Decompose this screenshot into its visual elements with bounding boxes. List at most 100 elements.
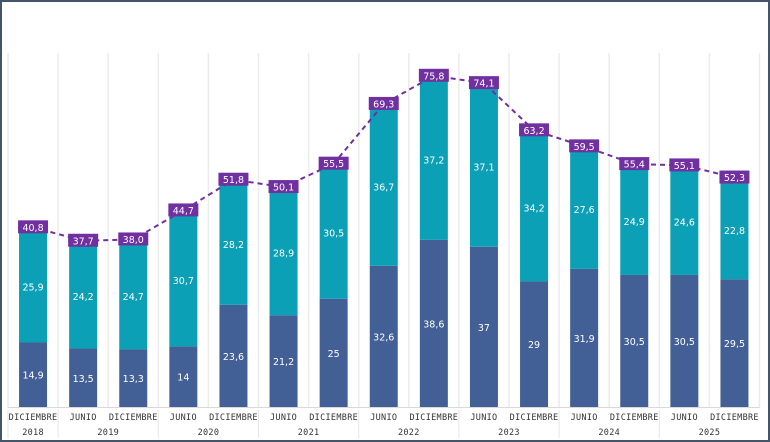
data-label-top: 28,2 [223, 240, 244, 251]
x-tick-label-period: DICIEMBRE [610, 413, 659, 423]
total-label-box [669, 158, 700, 172]
data-label-top: 24,9 [624, 217, 645, 228]
data-label-bottom: 30,5 [674, 337, 695, 348]
x-tick-label-year: 2019 [97, 428, 119, 438]
x-tick-label-year: 2023 [498, 428, 520, 438]
data-label-top: 37,2 [423, 155, 444, 166]
data-label-top: 30,5 [323, 229, 344, 240]
x-tick-label-year: 2022 [398, 428, 420, 438]
bar-segment-bottom [169, 346, 198, 407]
x-tick-label-period: JUNIO [370, 413, 397, 423]
x-tick-label-period: JUNIO [470, 413, 497, 423]
bar-segment-top [69, 243, 98, 349]
x-tick-label-period: DICIEMBRE [710, 413, 759, 423]
data-label-top: 28,9 [273, 249, 294, 260]
x-tick-label-period: DICIEMBRE [309, 413, 358, 423]
bar-segment-top [269, 190, 298, 316]
bar-segment-bottom [319, 298, 348, 407]
total-label: 55,1 [674, 161, 695, 172]
total-label-box [519, 123, 550, 137]
data-label-bottom: 23,6 [223, 352, 244, 363]
total-label-box [68, 233, 99, 247]
x-tick-label-year: 2020 [198, 428, 220, 438]
data-label-bottom: 14,9 [22, 371, 43, 382]
total-label: 44,7 [173, 206, 194, 217]
bar-segment-top [119, 242, 148, 350]
total-label: 69,3 [373, 99, 394, 110]
x-tick-label-period: DICIEMBRE [109, 413, 158, 423]
data-label-top: 24,2 [73, 292, 94, 303]
total-label: 40,8 [22, 223, 43, 234]
bar-segment-top [169, 213, 198, 347]
data-label-bottom: 13,3 [123, 374, 144, 385]
bar-segment-bottom [419, 239, 448, 407]
data-label-top: 22,8 [724, 226, 745, 237]
total-label-box [368, 96, 399, 110]
x-tick-label-year: 2024 [598, 428, 620, 438]
x-tick-label-period: DICIEMBRE [209, 413, 258, 423]
total-label-box [719, 170, 750, 184]
x-tick-label-period: DICIEMBRE [9, 413, 58, 423]
bar-segment-top [620, 167, 649, 275]
bar-segment-top [469, 86, 498, 247]
total-label-box [619, 157, 650, 171]
data-label-bottom: 37 [478, 323, 490, 334]
data-label-bottom: 29 [528, 340, 540, 351]
total-label-box [218, 172, 249, 186]
total-label: 74,1 [473, 79, 494, 90]
bar-segment-top [319, 166, 348, 299]
data-label-top: 24,7 [123, 292, 144, 303]
data-label-bottom: 29,5 [724, 339, 745, 350]
total-line [32, 74, 735, 242]
bar-segment-bottom [269, 315, 298, 407]
x-tick-label-year: 2025 [699, 428, 721, 438]
bar-segment-top [570, 149, 599, 269]
x-tick-label-period: JUNIO [170, 413, 197, 423]
data-label-top: 24,6 [674, 218, 695, 229]
bar-segment-bottom [620, 274, 649, 407]
total-label-box [569, 139, 600, 153]
data-label-top: 34,2 [523, 203, 544, 214]
x-tick-label-year: 2021 [298, 428, 320, 438]
x-tick-label-period: JUNIO [571, 413, 598, 423]
total-label-box [118, 232, 149, 246]
total-label-box [468, 76, 499, 90]
bar-segment-top [720, 180, 749, 280]
total-label: 38,0 [123, 235, 144, 246]
total-label: 75,8 [423, 71, 444, 82]
bar-segment-bottom [720, 279, 749, 407]
bar-segment-bottom [520, 281, 549, 407]
data-label-bottom: 21,2 [273, 357, 294, 368]
bar-segment-top [670, 168, 699, 275]
bar-segment-bottom [369, 265, 398, 407]
data-label-bottom: 30,5 [624, 337, 645, 348]
bar-segment-top [19, 230, 48, 343]
bar-segment-top [520, 133, 549, 282]
data-label-top: 30,7 [173, 276, 194, 287]
data-label-top: 37,1 [473, 162, 494, 173]
total-label: 37,7 [73, 236, 94, 247]
data-label-bottom: 14 [177, 373, 189, 384]
x-tick-label-period: DICIEMBRE [409, 413, 458, 423]
data-label-bottom: 38,6 [423, 319, 444, 330]
total-label: 51,8 [223, 175, 244, 186]
bar-segment-top [419, 78, 448, 240]
bar-segment-bottom [19, 342, 48, 407]
data-label-bottom: 32,6 [373, 332, 394, 343]
x-tick-label-period: DICIEMBRE [510, 413, 559, 423]
total-label-box [268, 180, 299, 194]
total-label-box [168, 203, 199, 217]
bar-segment-top [219, 182, 248, 305]
data-label-bottom: 25 [328, 349, 340, 360]
data-label-top: 27,6 [574, 205, 595, 216]
bar-segment-bottom [69, 348, 98, 407]
bar-segment-top [369, 106, 398, 266]
total-label-box [418, 68, 449, 82]
data-label-top: 36,7 [373, 182, 394, 193]
bar-segment-bottom [219, 304, 248, 407]
x-tick-label-period: JUNIO [671, 413, 698, 423]
total-label: 63,2 [523, 126, 544, 137]
x-tick-label-year: 2018 [22, 428, 44, 438]
